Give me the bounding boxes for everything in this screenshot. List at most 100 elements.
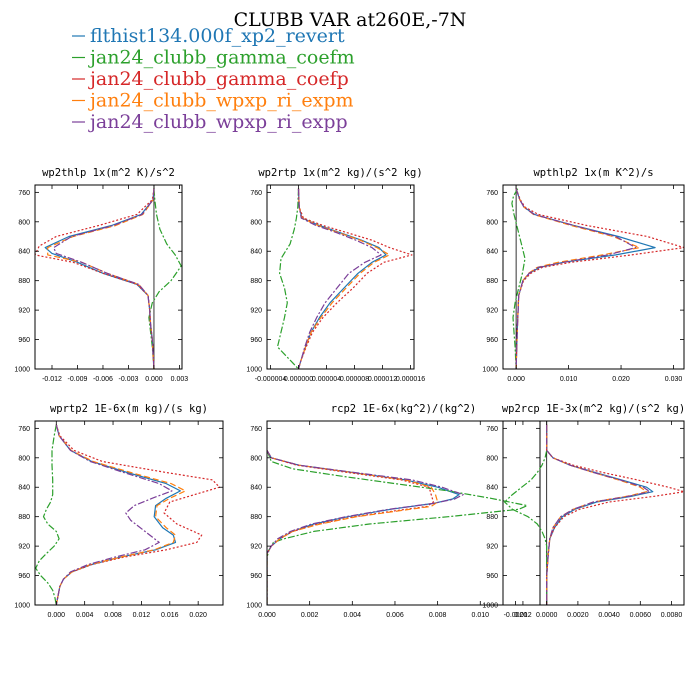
y-tick-label: 840 — [486, 249, 498, 256]
series-line — [511, 188, 526, 369]
x-tick-label: 0.0060 — [630, 612, 652, 619]
legend-label: flthist134.000f_xp2_revert — [90, 25, 345, 47]
figure-title: CLUBB VAR at260E,-7N — [234, 9, 467, 31]
y-tick-label: 960 — [250, 573, 262, 580]
chart-panel: wpthlp2 1x(m K^2)/s 760 800 840 880 920 960 100… — [482, 167, 685, 383]
x-tick-label: 0.010 — [560, 376, 578, 383]
y-tick-label: 880 — [250, 278, 262, 285]
x-tick-label: 0.000 — [507, 376, 525, 383]
x-tick-label: 0.000 — [258, 612, 276, 619]
plot-frame — [34, 420, 224, 606]
x-tick-label: 0.000016 — [396, 376, 425, 383]
x-tick-label: 0.0000 — [536, 612, 558, 619]
series-line — [53, 188, 155, 369]
x-tick-label: 0.0040 — [598, 612, 620, 619]
series-line — [44, 188, 155, 369]
y-tick-label: 760 — [486, 190, 498, 197]
series-line — [55, 424, 181, 605]
series-line — [35, 424, 60, 605]
y-tick-label: 760 — [486, 426, 498, 433]
panel-title: wp2rtp 1x(m^2 kg)/(s^2 kg) — [258, 167, 422, 179]
y-tick-label: 840 — [486, 485, 498, 492]
y-tick-label: 840 — [18, 249, 30, 256]
x-tick-label: 0.016 — [161, 612, 179, 619]
y-tick-label: 880 — [250, 514, 262, 521]
plot-frame — [502, 184, 685, 370]
x-tick-label: 0.003 — [171, 376, 189, 383]
y-tick-label: 960 — [486, 573, 498, 580]
y-tick-label: 760 — [250, 426, 262, 433]
x-tick-label: 0.000012 — [368, 376, 397, 383]
legend-label: jan24_clubb_gamma_coefp — [88, 68, 349, 90]
chart-panel: wprtp2 1E-6x(m kg)/(s kg) 760 800 840 880 920… — [14, 403, 224, 619]
y-tick-label: 1000 — [246, 367, 262, 374]
y-tick-label: 800 — [250, 219, 262, 226]
legend: flthist134.000f_xp2_revertjan24_clubb_ga… — [72, 25, 355, 133]
chart-panel: rcp2 1E-6x(kg^2)/(kg^2) 760 800 840 880 920 96… — [246, 403, 541, 619]
series-line — [267, 450, 528, 605]
x-tick-label: 0.002 — [301, 612, 319, 619]
series-line — [504, 424, 548, 605]
x-tick-label: 0.000 — [145, 376, 163, 383]
legend-label: jan24_clubb_wpxp_ri_expm — [88, 90, 354, 112]
y-tick-label: 880 — [18, 278, 30, 285]
series-line — [276, 188, 300, 369]
y-tick-label: 920 — [486, 544, 498, 551]
series-line — [297, 188, 387, 369]
y-tick-label: 920 — [250, 544, 262, 551]
series-line — [267, 450, 464, 605]
x-tick-label: -0.006 — [93, 376, 113, 383]
y-tick-label: 840 — [250, 485, 262, 492]
y-tick-label: 880 — [486, 278, 498, 285]
x-tick-label: 0.000 — [48, 612, 66, 619]
x-tick-label: 0.008 — [429, 612, 447, 619]
y-tick-label: 760 — [250, 190, 262, 197]
chart-panel: wp2rtp 1x(m^2 kg)/(s^2 kg) 760 800 840 880 92… — [246, 167, 425, 383]
plot-frame — [266, 184, 415, 370]
x-tick-label: 0.008 — [104, 612, 122, 619]
chart-panels: wp2thlp 1x(m^2 K)/s^2 760 800 840 880 920 960 1… — [14, 167, 685, 619]
y-tick-label: 760 — [18, 190, 30, 197]
series-line — [297, 188, 391, 369]
y-tick-label: 880 — [18, 514, 30, 521]
x-tick-label: 0.0080 — [661, 612, 683, 619]
y-tick-label: 960 — [250, 337, 262, 344]
y-tick-label: 1000 — [482, 367, 498, 374]
panel-title: wp2thlp 1x(m^2 K)/s^2 — [42, 167, 175, 179]
x-tick-label: -0.012 — [42, 376, 62, 383]
series-line — [546, 424, 651, 605]
y-tick-label: 800 — [18, 455, 30, 462]
plot-frame — [266, 420, 541, 606]
x-tick-label: 0.030 — [665, 376, 683, 383]
y-tick-label: 800 — [486, 455, 498, 462]
x-tick-label: 0.000000 — [284, 376, 313, 383]
y-tick-label: 880 — [486, 514, 498, 521]
panel-title: wprtp2 1E-6x(m kg)/(s kg) — [50, 403, 208, 415]
x-tick-label: 0.020 — [612, 376, 630, 383]
panel-title: wp2rcp 1E-3x(m^2 kg)/(s^2 kg) — [502, 403, 685, 415]
series-line — [515, 188, 637, 369]
x-tick-label: -0.009 — [68, 376, 88, 383]
series-line — [55, 424, 221, 605]
x-tick-label: 0.012 — [133, 612, 151, 619]
x-tick-label: -0.003 — [119, 376, 139, 383]
y-tick-label: 920 — [18, 308, 30, 315]
legend-label: jan24_clubb_gamma_coefm — [88, 47, 355, 69]
y-tick-label: 840 — [18, 485, 30, 492]
series-line — [546, 424, 648, 605]
y-tick-label: 920 — [18, 544, 30, 551]
panel-title: wpthlp2 1x(m K^2)/s — [533, 167, 653, 179]
y-tick-label: 800 — [250, 455, 262, 462]
series-line — [267, 450, 434, 605]
y-tick-label: 960 — [18, 573, 30, 580]
y-tick-label: 960 — [18, 337, 30, 344]
x-tick-label: 0.020 — [189, 612, 207, 619]
legend-label: jan24_clubb_wpxp_ri_expp — [88, 111, 348, 133]
series-line — [148, 188, 182, 369]
series-line — [515, 188, 641, 369]
x-tick-label: 0.010 — [472, 612, 490, 619]
y-tick-label: 920 — [486, 308, 498, 315]
plot-frame — [34, 184, 183, 370]
series-line — [55, 424, 173, 605]
